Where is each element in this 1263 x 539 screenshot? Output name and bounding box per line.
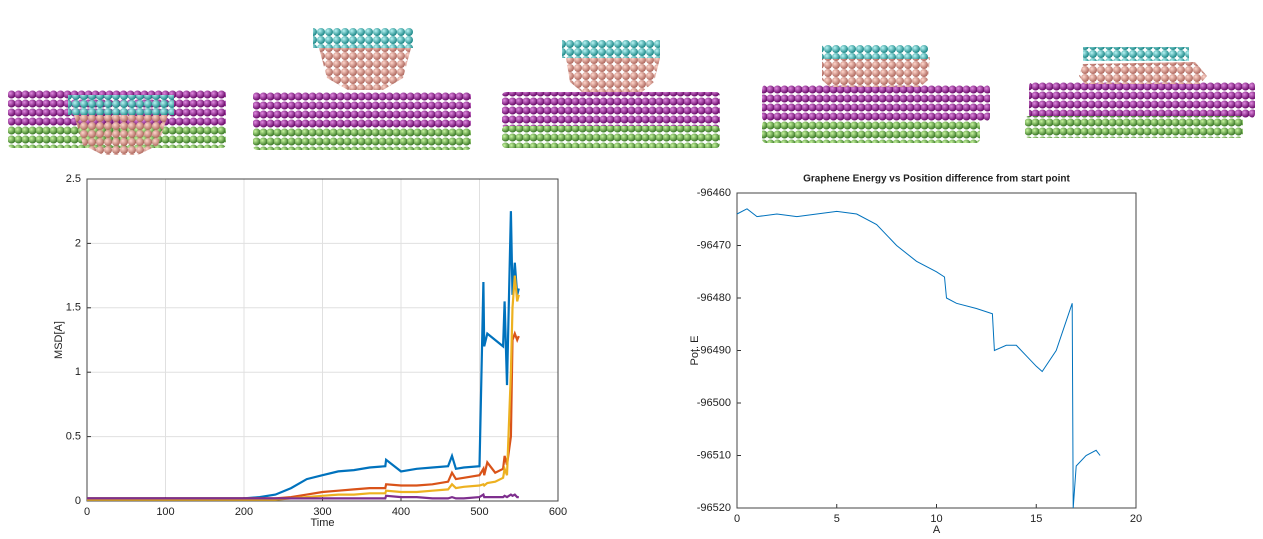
- y-tick-label: -96510: [697, 449, 731, 461]
- y-tick-label: 2: [75, 237, 81, 249]
- x-axis-label: A: [933, 524, 941, 536]
- x-tick-label: 200: [235, 506, 253, 518]
- y-tick-label: -96460: [697, 187, 731, 199]
- y-tick-label: 1.5: [66, 302, 81, 314]
- data-line: [87, 334, 519, 499]
- x-tick-label: 100: [156, 506, 174, 518]
- y-axis-label: Pot. E: [689, 336, 701, 366]
- snapshot: [8, 90, 226, 155]
- y-tick-label: 0.5: [66, 431, 81, 443]
- y-tick-label: 2.5: [66, 173, 81, 185]
- y-tick-label: -96500: [697, 397, 731, 409]
- x-tick-label: 500: [470, 506, 488, 518]
- plot-frame: [737, 193, 1136, 508]
- x-axis-label: Time: [310, 517, 334, 529]
- y-tick-label: -96470: [697, 239, 731, 251]
- y-tick-label: 1: [75, 366, 81, 378]
- data-line: [737, 209, 1100, 508]
- snapshot: [1025, 47, 1255, 138]
- snapshot: [253, 28, 471, 150]
- y-tick-label: -96480: [697, 292, 731, 304]
- y-axis-label: MSD[A]: [53, 321, 65, 359]
- x-tick-label: 0: [84, 506, 90, 518]
- snapshot: [502, 40, 720, 148]
- figure: 00.511.522.50100200300400500600TimeMSD[A…: [0, 0, 1263, 539]
- x-tick-label: 5: [834, 513, 840, 525]
- x-tick-label: 15: [1030, 513, 1042, 525]
- x-tick-label: 20: [1130, 513, 1142, 525]
- snapshot: [762, 45, 990, 143]
- data-line: [87, 211, 519, 498]
- y-tick-label: 0: [75, 495, 81, 507]
- y-tick-label: -96490: [697, 344, 731, 356]
- chart-title: Graphene Energy vs Position difference f…: [803, 174, 1070, 185]
- y-tick-label: -96520: [697, 502, 731, 514]
- x-tick-label: 600: [549, 506, 567, 518]
- x-tick-label: 400: [392, 506, 410, 518]
- x-tick-label: 0: [734, 513, 740, 525]
